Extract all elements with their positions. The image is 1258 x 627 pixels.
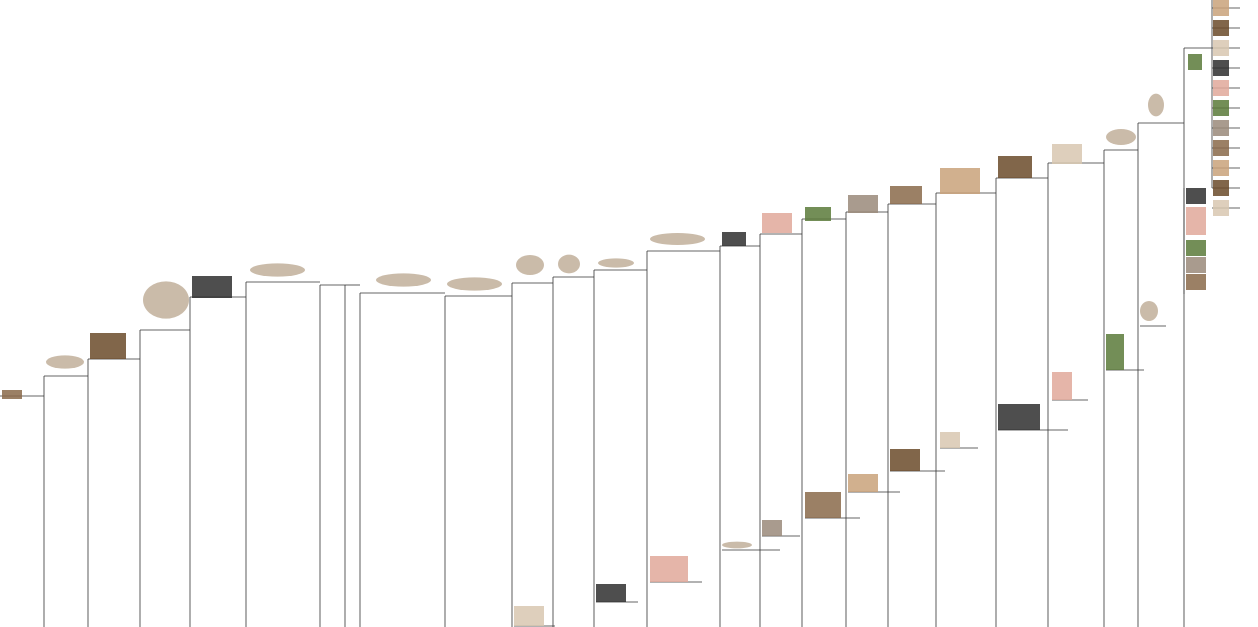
top-right-skull-photo-icon[interactable] [1213,120,1229,136]
node-embryo-drawing-icon[interactable] [558,254,580,274]
mid-right-primate-photo-icon[interactable] [1186,188,1206,204]
top-right-skull-photo-icon[interactable] [1213,180,1229,196]
node-mammal-drawing-icon[interactable] [598,258,634,268]
top-right-skull-photo-icon[interactable] [1213,60,1229,76]
side-leaf-mammal-photo-icon[interactable] [596,584,626,602]
node-lizard-skeleton-icon[interactable] [143,281,189,319]
top-right-skull-photo-icon[interactable] [1213,0,1229,16]
node-cynodont-drawing-icon[interactable] [447,277,502,291]
node-fish-sketch-icon[interactable] [46,355,84,369]
node-dot-thumb-icon[interactable] [2,390,22,399]
top-right-skull-photo-icon[interactable] [1213,40,1229,56]
node-primate-photo-icon[interactable] [1052,144,1082,164]
node-embryo-drawing-icon[interactable] [516,255,544,275]
mid-right-skull-photo-icon[interactable] [1186,274,1206,290]
top-right-skull-photo-icon[interactable] [1213,200,1229,216]
side-leaf-primate-photo-icon[interactable] [1106,334,1124,370]
mid-right-primate-photo-icon[interactable] [1186,207,1206,235]
top-right-skull-photo-icon[interactable] [1213,100,1229,116]
node-primate-photo-icon[interactable] [890,186,922,204]
top-right-skull-photo-icon[interactable] [1213,140,1229,156]
tree-thumbnails [2,0,1229,626]
mid-right-skull-photo-icon[interactable] [1186,257,1206,273]
side-leaf-mammal-photo-icon[interactable] [762,520,782,536]
node-human-skeleton-icon[interactable] [1148,93,1164,117]
node-cynodont-drawing-icon[interactable] [376,273,431,287]
side-leaf-primate-photo-icon[interactable] [998,404,1040,430]
node-skull-photo-icon[interactable] [1188,54,1202,70]
node-frog-photo-icon[interactable] [192,276,232,298]
side-leaf-primate-photo-icon[interactable] [1052,372,1072,400]
side-leaf-mammal-photo-icon[interactable] [514,606,544,626]
top-right-skull-photo-icon[interactable] [1213,80,1229,96]
node-primate-photo-icon[interactable] [848,195,878,213]
node-mammal-photo-icon[interactable] [722,232,746,246]
node-mammal-drawing-icon[interactable] [650,233,705,245]
node-ape-skeleton-icon[interactable] [1106,129,1136,145]
node-primate-photo-icon[interactable] [762,213,792,233]
node-primate-photo-icon[interactable] [998,156,1032,178]
side-leaf-primate-photo-icon[interactable] [890,449,920,471]
node-primate-photo-icon[interactable] [940,168,980,194]
side-leaf-primate-photo-icon[interactable] [848,474,878,492]
side-leaf-mammal-drawing-icon[interactable] [722,541,752,549]
side-leaf-ape-skeleton-icon[interactable] [1140,301,1158,321]
top-right-skull-photo-icon[interactable] [1213,160,1229,176]
node-cynodont-drawing-icon[interactable] [250,263,305,277]
side-leaf-primate-photo-icon[interactable] [805,492,841,518]
mid-right-skull-photo-icon[interactable] [1186,240,1206,256]
node-flag-thumb-icon[interactable] [805,207,831,221]
side-leaf-primate-photo-icon[interactable] [940,432,960,448]
side-leaf-mammal-photo-icon[interactable] [650,556,688,582]
node-skull-photo-icon[interactable] [90,333,126,359]
top-right-skull-photo-icon[interactable] [1213,20,1229,36]
